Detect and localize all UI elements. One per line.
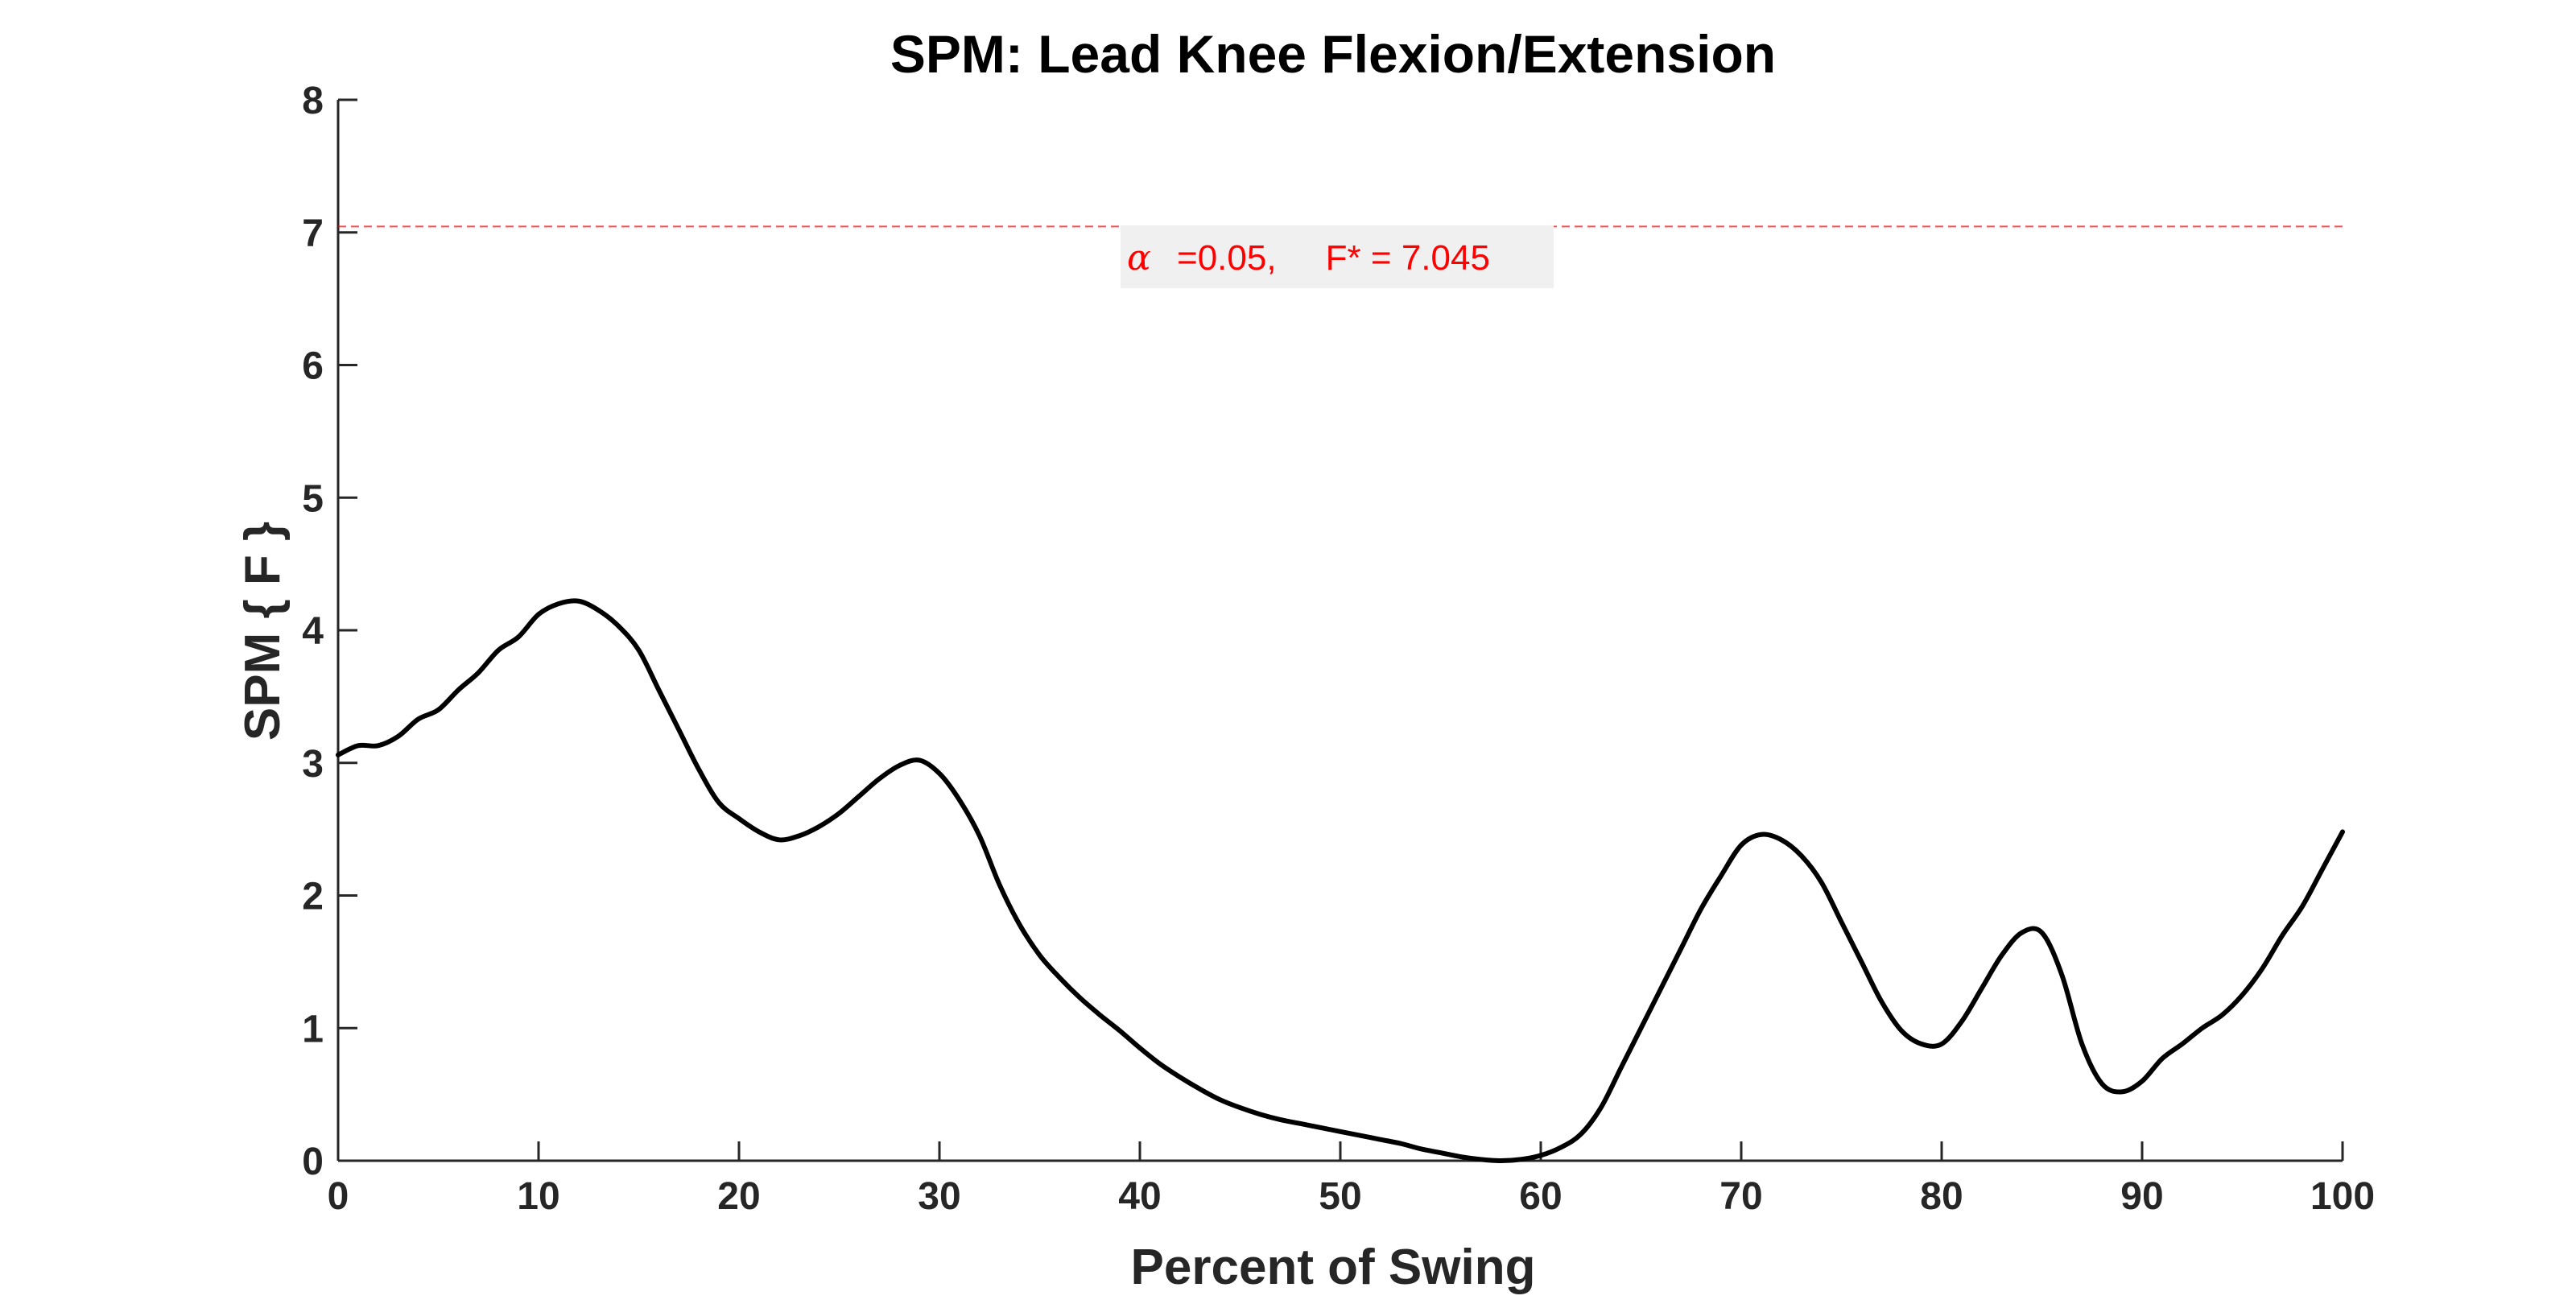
y-tick-label-4: 4 [302, 610, 324, 653]
alpha-symbol: α [1127, 237, 1151, 279]
y-axis-label: SPM { F } [235, 522, 291, 741]
x-tick-label-100: 100 [2310, 1175, 2375, 1218]
x-tick-label-10: 10 [517, 1175, 559, 1218]
y-tick-label-1: 1 [302, 1008, 324, 1050]
y-tick-label-7: 7 [302, 213, 324, 255]
threshold-annotation-text: =0.05, F* = 7.045 [1177, 238, 1490, 278]
spm-series-line-0 [336, 598, 2345, 1163]
x-tick-label-80: 80 [1920, 1175, 1963, 1218]
y-tick-label-5: 5 [302, 477, 324, 520]
x-tick-label-0: 0 [328, 1175, 349, 1218]
x-tick-label-70: 70 [1719, 1175, 1762, 1218]
x-tick-label-20: 20 [717, 1175, 760, 1218]
chart-title: SPM: Lead Knee Flexion/Extension [890, 24, 1776, 84]
x-tick-label-30: 30 [918, 1175, 960, 1218]
y-tick-label-0: 0 [302, 1141, 324, 1183]
y-tick-label-6: 6 [302, 345, 324, 388]
y-tick-label-2: 2 [302, 876, 324, 918]
x-tick-label-60: 60 [1519, 1175, 1562, 1218]
plot-area: 0 10 20 30 40 50 60 70 80 90 100 0 1 2 3 4 5 6 7 8 α =0.05, F… [302, 80, 2375, 1218]
x-tick-label-40: 40 [1118, 1175, 1161, 1218]
x-tick-label-50: 50 [1319, 1175, 1361, 1218]
x-axis-label: Percent of Swing [1131, 1240, 1536, 1295]
y-tick-label-3: 3 [302, 743, 324, 786]
threshold-annotation-box [1121, 225, 1554, 288]
x-tick-label-90: 90 [2120, 1175, 2163, 1218]
y-tick-label-8: 8 [302, 80, 324, 122]
